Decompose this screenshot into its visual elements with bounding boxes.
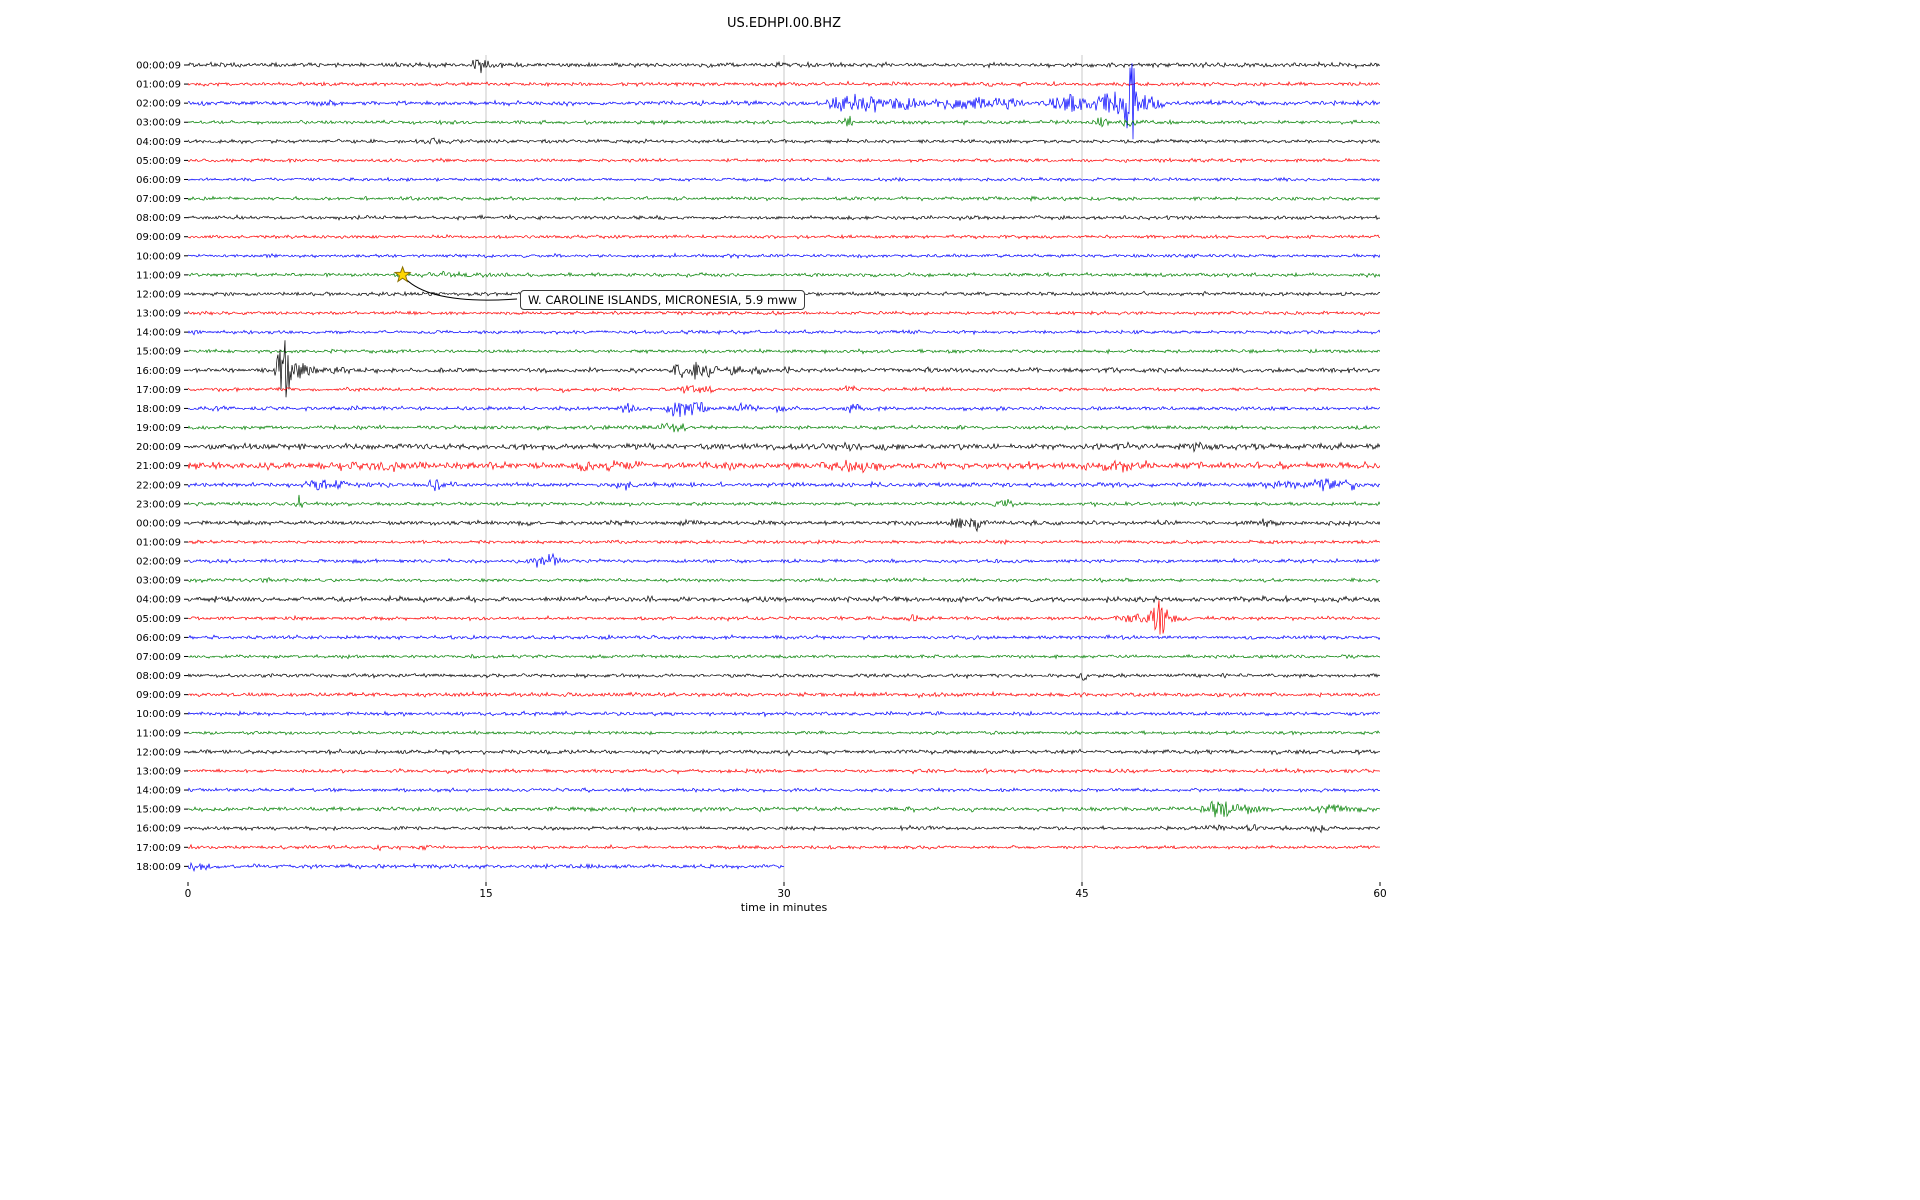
trace-row: [188, 672, 1380, 681]
row-label: 23:00:09: [136, 499, 181, 510]
trace-row: [188, 538, 1380, 546]
trace-row: [188, 80, 1380, 88]
row-label: 06:00:09: [136, 175, 181, 186]
row-label: 00:00:09: [136, 61, 181, 72]
row-label: 13:00:09: [136, 766, 181, 777]
trace-row: [188, 517, 1380, 533]
row-label: 09:00:09: [136, 690, 181, 701]
row-label: 03:00:09: [136, 118, 181, 129]
trace-row: [188, 748, 1380, 757]
row-label: 03:00:09: [136, 576, 181, 587]
trace-row: [188, 252, 1380, 260]
trace-row: [188, 137, 1380, 145]
trace-row: [188, 329, 1380, 336]
row-label: 09:00:09: [136, 232, 181, 243]
trace-row: [188, 767, 1380, 775]
event-annotation-text: W. CAROLINE ISLANDS, MICRONESIA, 5.9 mww: [528, 293, 798, 307]
trace-row: [188, 594, 1380, 604]
row-label: 00:00:09: [136, 518, 181, 529]
row-label: 18:00:09: [136, 862, 181, 873]
row-label: 14:00:09: [136, 786, 181, 797]
trace-row: [188, 600, 1380, 635]
row-label: 01:00:09: [136, 80, 181, 91]
x-tick-label: 45: [1075, 888, 1088, 900]
trace-row: [188, 861, 785, 872]
row-label: 04:00:09: [136, 595, 181, 606]
trace-row: [188, 787, 1380, 793]
row-label: 19:00:09: [136, 423, 181, 434]
trace-row: [188, 310, 1380, 317]
trace-row: [188, 340, 1380, 398]
row-label: 08:00:09: [136, 671, 181, 682]
trace-row: [188, 441, 1380, 453]
x-tick-label: 15: [479, 888, 492, 900]
trace-row: [188, 348, 1380, 355]
chart-title: US.EDHPI.00.BHZ: [727, 16, 841, 31]
annotation-connector: [405, 278, 518, 301]
trace-row: [188, 690, 1380, 699]
trace-row: [188, 653, 1380, 660]
row-label: 10:00:09: [136, 251, 181, 262]
row-label: 15:00:09: [136, 805, 181, 816]
trace-row: [188, 477, 1380, 492]
trace-row: [188, 710, 1380, 718]
row-label: 10:00:09: [136, 709, 181, 720]
event-star-marker: [393, 265, 412, 283]
row-label: 11:00:09: [136, 270, 181, 281]
trace-row: [188, 115, 1380, 128]
row-label: 13:00:09: [136, 309, 181, 320]
trace-row: [188, 576, 1380, 584]
row-label: 12:00:09: [136, 747, 181, 758]
trace-row: [188, 401, 1380, 418]
row-label: 18:00:09: [136, 404, 181, 415]
row-label: 15:00:09: [136, 347, 181, 358]
trace-row: [188, 59, 1380, 74]
row-label: 12:00:09: [136, 289, 181, 300]
trace-row: [188, 195, 1380, 202]
row-label: 02:00:09: [136, 99, 181, 110]
trace-row: [188, 422, 1380, 433]
x-tick-label: 0: [185, 888, 192, 900]
trace-row: [188, 233, 1380, 241]
trace-row: [188, 494, 1380, 508]
x-tick-label: 60: [1373, 888, 1386, 900]
event-annotation: W. CAROLINE ISLANDS, MICRONESIA, 5.9 mww: [520, 290, 806, 310]
trace-row: [188, 270, 1380, 279]
row-label: 06:00:09: [136, 633, 181, 644]
trace-row: [188, 729, 1380, 736]
row-label: 16:00:09: [136, 366, 181, 377]
row-label: 22:00:09: [136, 480, 181, 491]
row-label: 20:00:09: [136, 442, 181, 453]
trace-row: [188, 157, 1380, 164]
trace-row: [188, 634, 1380, 641]
trace-row: [188, 176, 1380, 183]
trace-row: [188, 459, 1380, 474]
row-label: 08:00:09: [136, 213, 181, 224]
trace-row: [188, 384, 1380, 394]
row-label: 05:00:09: [136, 156, 181, 167]
row-label: 21:00:09: [136, 461, 181, 472]
trace-row: [188, 552, 1380, 568]
trace-row: [188, 824, 1380, 834]
row-label: 14:00:09: [136, 328, 181, 339]
trace-row: [188, 843, 1380, 852]
row-label: 17:00:09: [136, 385, 181, 396]
row-label: 05:00:09: [136, 614, 181, 625]
row-label: 01:00:09: [136, 538, 181, 549]
x-axis-label: time in minutes: [740, 901, 828, 914]
trace-row: [188, 213, 1380, 222]
row-label: 16:00:09: [136, 824, 181, 835]
row-label: 02:00:09: [136, 557, 181, 568]
row-label: 17:00:09: [136, 843, 181, 854]
x-tick-label: 30: [777, 888, 790, 900]
trace-row: [188, 63, 1380, 140]
row-label: 07:00:09: [136, 194, 181, 205]
row-label: 07:00:09: [136, 652, 181, 663]
trace-row: [188, 800, 1380, 818]
row-label: 11:00:09: [136, 728, 181, 739]
traces-group: [188, 59, 1380, 872]
row-label: 04:00:09: [136, 137, 181, 148]
